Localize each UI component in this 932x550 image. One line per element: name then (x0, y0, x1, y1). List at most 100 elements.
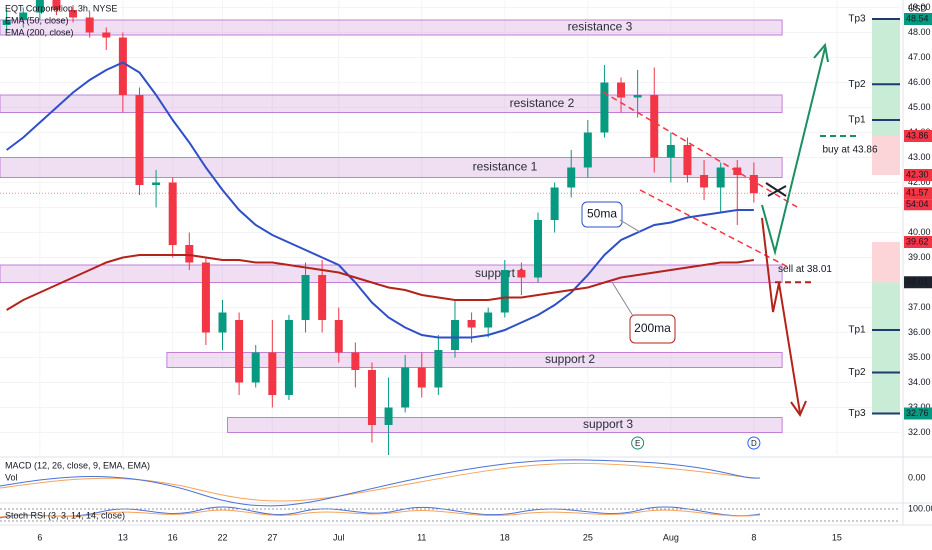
bull-arrow (761, 47, 826, 256)
bull-arrowhead (813, 42, 829, 63)
x-tick-label: Jul (333, 532, 345, 542)
vol-label: Vol (5, 472, 18, 482)
target-label: Tp2 (848, 79, 866, 90)
y-tick-label: 40.00 (908, 227, 931, 237)
price-tag-label: 32.76 (906, 408, 929, 418)
channel-top (602, 91, 798, 208)
candle-body (35, 0, 44, 13)
candle-body (534, 220, 543, 278)
target-label: Tp2 (848, 367, 866, 378)
cross (765, 182, 787, 197)
callout-label: 200ma (634, 321, 671, 335)
candle-body (700, 175, 709, 188)
candle-body (85, 17, 94, 33)
profit-zone (872, 282, 900, 414)
candle-body (152, 182, 161, 185)
y-tick-label: 35.00 (908, 352, 931, 362)
price-tag (904, 130, 932, 142)
x-tick-label: 22 (218, 532, 228, 542)
event-label: D (751, 439, 757, 448)
moving-average (6, 254, 755, 311)
zone-label: resistance 2 (510, 96, 575, 110)
currency: USD (908, 3, 928, 13)
price-tag-label: 41.57 (906, 188, 929, 198)
y-tick-label: 36.00 (908, 327, 931, 337)
candle-body (334, 320, 343, 353)
x-tick-label: 16 (168, 532, 178, 542)
candle-body (683, 145, 692, 175)
price-tag (904, 407, 932, 420)
zone-label: resistance 1 (473, 160, 538, 174)
candle-body (284, 320, 293, 395)
candle-body (118, 37, 127, 95)
candle-body (268, 352, 277, 395)
symbol: EQT Corporation, 3h, NYSE (5, 3, 117, 13)
candle-body (218, 312, 227, 333)
profit-zone (872, 19, 900, 136)
candle-body (550, 187, 559, 220)
background-layer (0, 0, 900, 455)
zone-label: resistance 3 (568, 20, 633, 34)
callout-label: 50ma (587, 207, 617, 221)
x-tick-label: Aug (663, 532, 679, 542)
candle-body (52, 0, 61, 10)
indicator: EMA (50, close) (5, 15, 69, 25)
candle-body (168, 182, 177, 245)
x-tick-label: 15 (832, 532, 842, 542)
zone (0, 157, 783, 178)
drawings (0, 42, 900, 522)
stoch-d (0, 509, 761, 518)
macd-signal (0, 462, 761, 502)
loss-zone (872, 136, 900, 175)
candle-body (102, 32, 111, 38)
macd-tick: 0.00 (908, 472, 926, 482)
zone (0, 264, 783, 283)
candle-body (69, 10, 78, 18)
target-label: Tp3 (848, 14, 866, 25)
candle-body (2, 20, 11, 25)
macd-line (0, 459, 761, 507)
candle-body (235, 320, 244, 383)
candle-body (650, 95, 659, 158)
zone (0, 19, 783, 36)
candle-body (135, 95, 144, 185)
stoch-tick: 100.00 (908, 503, 932, 513)
price-tag (904, 13, 932, 25)
candle-body (401, 367, 410, 408)
price-tag (904, 276, 932, 289)
callout-box (581, 201, 623, 228)
x-tick-label: 27 (267, 532, 277, 542)
price-tag (904, 169, 932, 181)
candle-body (434, 350, 443, 388)
candle-body (467, 320, 476, 328)
candle-body (500, 270, 509, 313)
y-tick-label: 48.00 (908, 27, 931, 37)
candle-body (384, 407, 393, 425)
candle-body (484, 312, 493, 328)
candle-body (450, 320, 459, 350)
candle-body (633, 95, 642, 98)
candle-body (251, 352, 260, 383)
candle-body (318, 275, 327, 320)
candle-body (185, 245, 194, 263)
y-tick-label: 32.00 (908, 427, 931, 437)
price-tag-label: 39.62 (906, 236, 929, 246)
y-tick-label: 39.00 (908, 252, 931, 262)
entry-label: buy at 43.86 (822, 145, 877, 156)
loss-zone (872, 242, 900, 283)
candle-body (567, 167, 576, 188)
y-tick-label: 33.00 (908, 402, 931, 412)
price-tag (904, 236, 932, 248)
price-tag-label: 48.54 (906, 13, 929, 23)
countdown: 54:04 (906, 199, 929, 209)
zone (0, 94, 783, 113)
moving-average (6, 61, 754, 339)
macd-label: MACD (12, 26, close, 9, EMA, EMA) (5, 460, 150, 470)
stoch-label: Stoch RSI (3, 3, 14, 14, close) (5, 510, 125, 520)
y-tick-label: 42.00 (908, 177, 931, 187)
y-tick-label: 45.00 (908, 102, 931, 112)
candle-body (716, 167, 725, 188)
event-label: E (635, 439, 640, 448)
